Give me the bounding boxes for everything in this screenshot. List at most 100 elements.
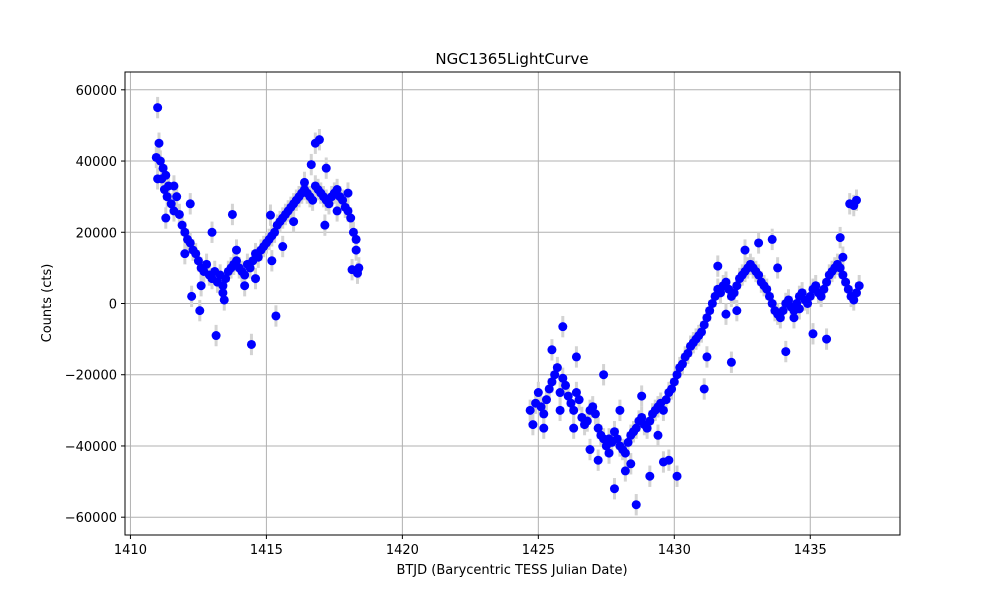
data-point: [713, 261, 723, 271]
data-point: [819, 284, 829, 294]
data-point: [299, 177, 309, 187]
data-point: [219, 295, 229, 305]
x-tick-label: 1410: [114, 543, 147, 558]
data-point: [816, 291, 826, 301]
data-point: [851, 288, 861, 298]
data-point: [196, 281, 206, 291]
data-point: [306, 160, 316, 170]
x-tick-label: 1425: [522, 543, 555, 558]
data-point: [571, 388, 581, 398]
data-point: [767, 234, 777, 244]
data-point: [609, 484, 619, 494]
data-point: [615, 405, 625, 415]
data-point: [767, 299, 777, 308]
data-point: [604, 448, 614, 458]
data-point: [664, 455, 674, 465]
data-point: [620, 448, 630, 458]
data-point: [702, 313, 712, 323]
data-point: [221, 274, 231, 284]
data-point: [270, 227, 280, 237]
data-point: [672, 471, 682, 481]
data-point: [854, 281, 864, 291]
data-point: [590, 409, 600, 419]
data-point: [351, 245, 361, 255]
data-point: [174, 209, 184, 219]
data-point: [677, 359, 687, 369]
data-point: [332, 185, 342, 195]
data-point: [193, 256, 203, 266]
data-point: [604, 434, 614, 444]
data-point: [348, 227, 358, 237]
data-point: [550, 370, 560, 380]
data-point: [571, 352, 581, 362]
data-point: [620, 466, 630, 476]
data-point: [754, 270, 764, 280]
data-point: [683, 348, 693, 358]
data-point: [346, 213, 356, 223]
data-point: [566, 398, 576, 408]
y-tick-label: 20000: [76, 226, 117, 241]
data-point: [525, 405, 535, 415]
x-axis-label: BTJD (Barycentric TESS Julian Date): [396, 563, 627, 578]
data-point: [231, 245, 241, 255]
data-point: [808, 329, 818, 339]
data-point: [838, 252, 848, 262]
data-point: [191, 249, 201, 259]
data-point: [653, 430, 663, 440]
data-point: [155, 156, 165, 166]
data-point: [721, 309, 731, 319]
data-point: [251, 274, 261, 284]
data-point: [778, 306, 788, 316]
data-point: [153, 103, 163, 113]
y-tick-label: 60000: [76, 84, 117, 99]
data-point: [775, 313, 785, 323]
data-point: [539, 409, 549, 419]
data-point: [569, 423, 579, 433]
data-point: [563, 391, 573, 401]
data-point: [841, 277, 851, 287]
data-point: [721, 277, 731, 287]
data-point: [343, 206, 353, 216]
data-point: [835, 233, 845, 243]
data-point: [702, 352, 712, 362]
data-point: [789, 313, 799, 323]
data-point: [185, 199, 195, 209]
data-point: [536, 402, 546, 412]
data-point: [805, 291, 815, 301]
x-tick-label: 1435: [794, 543, 827, 558]
data-point: [794, 304, 804, 314]
data-point: [227, 209, 237, 219]
data-point: [202, 259, 212, 269]
data-point: [612, 434, 622, 444]
data-point: [253, 252, 263, 262]
data-point: [185, 238, 195, 248]
data-point: [631, 500, 641, 510]
data-point: [539, 423, 549, 433]
data-point: [320, 220, 330, 230]
data-point: [696, 327, 706, 337]
data-point: [353, 268, 362, 278]
data-point: [231, 256, 241, 266]
data-point: [843, 284, 853, 294]
data-point: [732, 281, 742, 291]
data-point: [732, 306, 742, 316]
data-point: [716, 288, 726, 298]
data-point: [764, 291, 774, 301]
data-point: [207, 227, 217, 237]
data-point: [822, 334, 832, 344]
data-point: [169, 181, 179, 191]
data-point: [195, 306, 205, 316]
data-point: [784, 295, 794, 305]
y-tick-label: −60000: [65, 511, 117, 526]
data-point: [599, 370, 609, 380]
y-tick-label: −40000: [65, 440, 117, 455]
data-point: [555, 388, 565, 398]
data-point: [533, 388, 543, 398]
x-tick-label: 1430: [658, 543, 691, 558]
data-point: [153, 174, 163, 184]
data-point: [626, 459, 636, 469]
data-point: [637, 412, 647, 422]
data-point: [609, 427, 619, 437]
